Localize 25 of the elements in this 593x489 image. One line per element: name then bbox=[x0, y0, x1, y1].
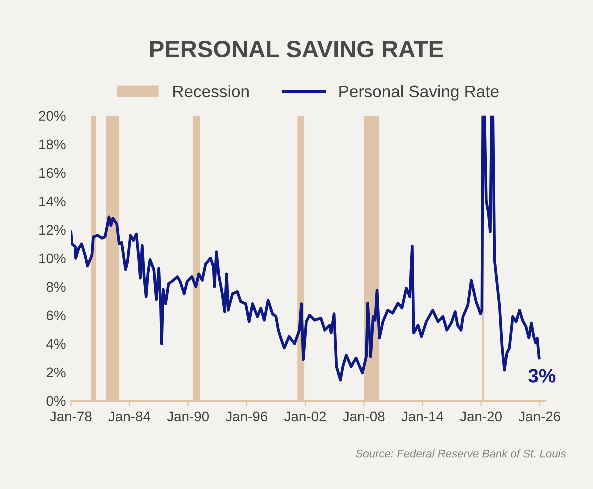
y-tick-label: 10% bbox=[40, 254, 66, 264]
y-tick-label: 16% bbox=[40, 168, 66, 178]
chart-title: PERSONAL SAVING RATE bbox=[150, 40, 444, 58]
y-tick-label: 6% bbox=[46, 310, 66, 321]
annotation: 3% bbox=[528, 369, 556, 383]
x-tick-label: Jan-02 bbox=[284, 412, 326, 422]
y-tick-label: 12% bbox=[40, 225, 66, 236]
legend-label: Recession bbox=[174, 85, 249, 98]
y-tick-label: 2% bbox=[46, 368, 66, 378]
x-tick-label: Jan-96 bbox=[226, 412, 268, 422]
y-tick-label: 0% bbox=[46, 396, 66, 406]
x-tick-label: Jan-78 bbox=[50, 412, 92, 422]
x-tick-label: Jan-14 bbox=[402, 412, 444, 422]
legend-label: Personal Saving Rate bbox=[340, 85, 499, 101]
x-tick-label: Jan-90 bbox=[167, 412, 210, 422]
x-tick-label: Jan-84 bbox=[108, 412, 151, 422]
y-tick-label: 20% bbox=[39, 111, 66, 122]
y-tick-label: 14% bbox=[40, 196, 66, 207]
x-tick-label: Jan-26 bbox=[518, 412, 561, 422]
y-tick-label: 18% bbox=[40, 140, 66, 150]
y-tick-label: 8% bbox=[46, 282, 66, 292]
source-note: Source: Federal Reserve Bank of St. Louis bbox=[356, 450, 566, 458]
x-tick-label: Jan-08 bbox=[343, 412, 385, 422]
x-tick-label: Jan-20 bbox=[460, 412, 502, 422]
y-tick-label: 4% bbox=[46, 339, 66, 350]
